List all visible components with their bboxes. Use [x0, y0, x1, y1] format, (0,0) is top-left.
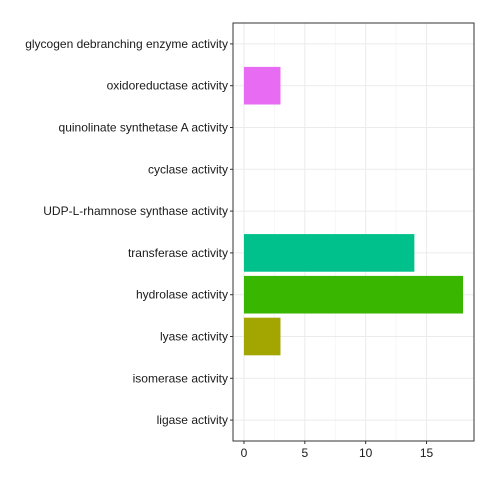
x-axis: 0 5 10 15 — [241, 441, 434, 460]
bar — [243, 275, 464, 314]
y-tick-label: isomerase activity — [133, 371, 228, 385]
y-tick-label: lyase activity — [160, 330, 228, 344]
y-tick-label: glycogen debranching enzyme activity — [25, 37, 228, 51]
y-tick-label: hydrolase activity — [136, 288, 228, 302]
bar — [243, 66, 281, 105]
y-tick-label: oxidoreductase activity — [107, 79, 228, 93]
y-tick-label: ligase activity — [157, 413, 228, 427]
bars-group — [243, 66, 464, 356]
x-tick-label: 0 — [241, 446, 248, 460]
y-tick-label: UDP-L-rhamnose synthase activity — [43, 204, 228, 218]
y-tick-label: transferase activity — [128, 246, 228, 260]
y-axis: glycogen debranching enzyme activity oxid… — [25, 37, 233, 427]
bar — [243, 234, 415, 272]
y-tick-label: cyclase activity — [148, 162, 228, 176]
x-tick-label: 5 — [301, 446, 308, 460]
plot-border — [232, 22, 475, 442]
bar — [243, 317, 281, 356]
x-tick-label: 15 — [420, 446, 434, 460]
x-tick-label: 10 — [359, 446, 373, 460]
y-tick-label: quinolinate synthetase A activity — [59, 121, 228, 135]
